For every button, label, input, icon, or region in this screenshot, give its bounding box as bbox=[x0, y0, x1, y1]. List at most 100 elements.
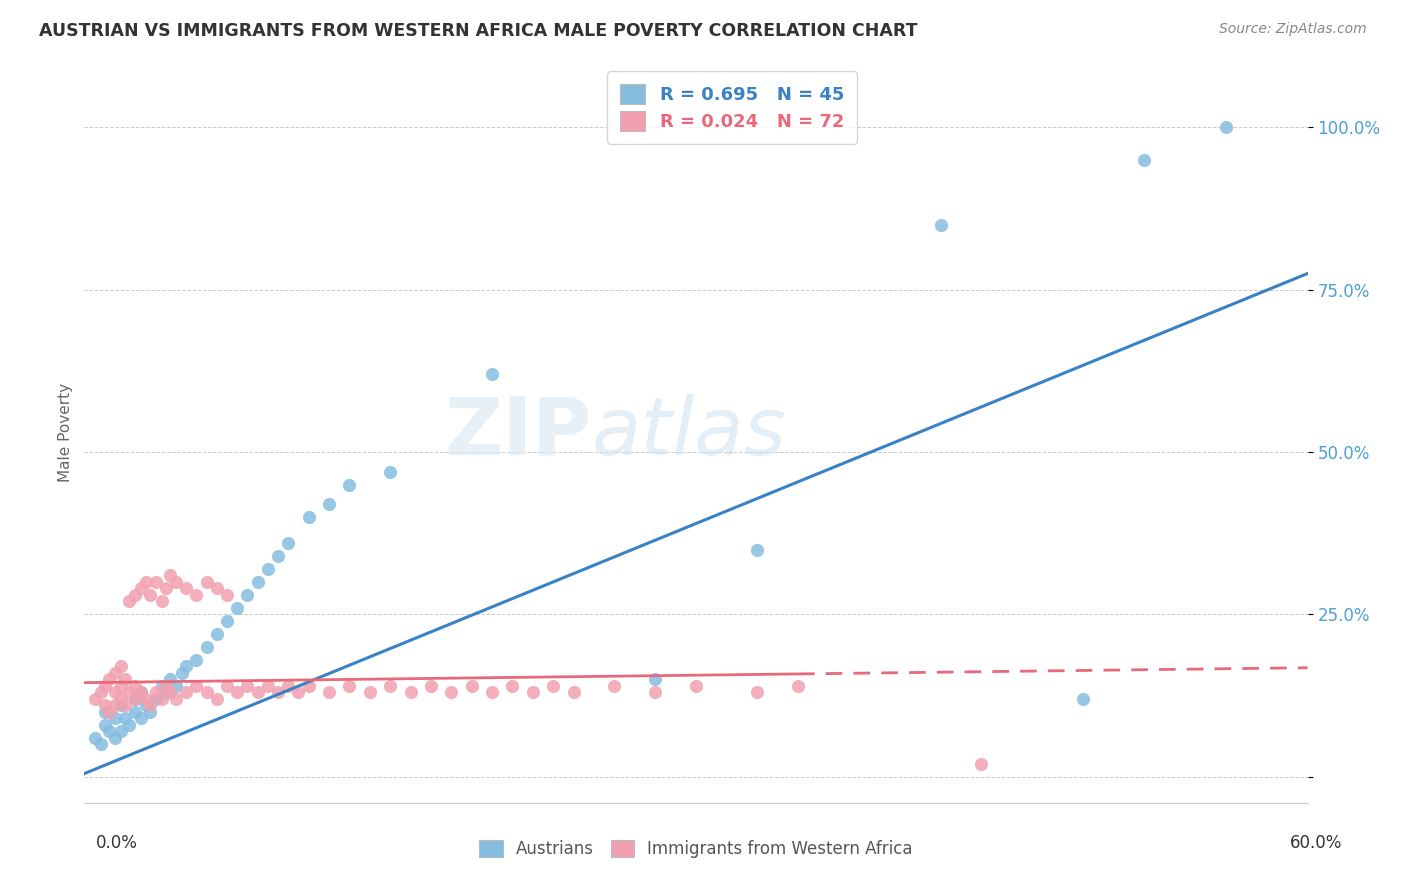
Point bbox=[93, 679, 115, 693]
Point bbox=[131, 685, 153, 699]
Point bbox=[104, 665, 127, 680]
Point bbox=[685, 679, 707, 693]
Legend: Austrians, Immigrants from Western Africa: Austrians, Immigrants from Western Afric… bbox=[472, 833, 920, 865]
Point bbox=[236, 679, 259, 693]
Point bbox=[217, 588, 239, 602]
Point bbox=[93, 705, 115, 719]
Point bbox=[236, 588, 259, 602]
Point bbox=[90, 737, 112, 751]
Point bbox=[114, 673, 136, 687]
Point bbox=[644, 685, 666, 699]
Point bbox=[155, 685, 177, 699]
Point bbox=[124, 705, 146, 719]
Point bbox=[929, 218, 952, 232]
Point bbox=[1215, 120, 1237, 135]
Point bbox=[138, 698, 160, 713]
Point bbox=[217, 679, 239, 693]
Point bbox=[104, 698, 127, 713]
Point bbox=[83, 731, 105, 745]
Point bbox=[562, 685, 585, 699]
Text: atlas: atlas bbox=[592, 393, 787, 472]
Point bbox=[118, 718, 141, 732]
Point bbox=[138, 705, 160, 719]
Point bbox=[118, 685, 141, 699]
Point bbox=[159, 568, 181, 582]
Point bbox=[131, 582, 153, 596]
Point bbox=[502, 679, 524, 693]
Point bbox=[747, 685, 769, 699]
Point bbox=[124, 692, 146, 706]
Point bbox=[287, 685, 309, 699]
Point bbox=[131, 711, 153, 725]
Point bbox=[104, 685, 127, 699]
Point bbox=[257, 562, 280, 576]
Point bbox=[246, 574, 269, 589]
Point bbox=[380, 679, 402, 693]
Point bbox=[165, 574, 187, 589]
Point bbox=[481, 685, 503, 699]
Point bbox=[124, 588, 146, 602]
Point bbox=[205, 582, 228, 596]
Point bbox=[246, 685, 269, 699]
Point bbox=[277, 536, 299, 550]
Point bbox=[150, 679, 173, 693]
Point bbox=[124, 692, 146, 706]
Point bbox=[174, 582, 197, 596]
Point bbox=[114, 711, 136, 725]
Point bbox=[298, 679, 321, 693]
Point bbox=[104, 711, 127, 725]
Point bbox=[970, 756, 993, 771]
Point bbox=[110, 698, 132, 713]
Point bbox=[150, 692, 173, 706]
Point bbox=[155, 679, 177, 693]
Point bbox=[603, 679, 626, 693]
Point bbox=[380, 465, 402, 479]
Point bbox=[217, 614, 239, 628]
Text: 60.0%: 60.0% bbox=[1291, 834, 1343, 852]
Point bbox=[399, 685, 422, 699]
Point bbox=[150, 594, 173, 608]
Point bbox=[787, 679, 810, 693]
Point bbox=[195, 640, 218, 654]
Point bbox=[267, 549, 290, 563]
Point bbox=[522, 685, 544, 699]
Point bbox=[318, 497, 340, 511]
Text: 0.0%: 0.0% bbox=[96, 834, 138, 852]
Point bbox=[186, 679, 208, 693]
Point bbox=[135, 692, 157, 706]
Point bbox=[195, 685, 218, 699]
Point bbox=[420, 679, 443, 693]
Point bbox=[159, 673, 181, 687]
Point bbox=[145, 685, 167, 699]
Point bbox=[1073, 692, 1095, 706]
Point bbox=[267, 685, 290, 699]
Point bbox=[205, 627, 228, 641]
Point bbox=[138, 588, 160, 602]
Point bbox=[97, 673, 120, 687]
Point bbox=[110, 659, 132, 673]
Point bbox=[1133, 153, 1156, 167]
Point bbox=[90, 685, 112, 699]
Point bbox=[165, 692, 187, 706]
Point bbox=[359, 685, 381, 699]
Point bbox=[145, 692, 167, 706]
Point bbox=[97, 724, 120, 739]
Point bbox=[110, 692, 132, 706]
Text: ZIP: ZIP bbox=[444, 393, 592, 472]
Point bbox=[174, 685, 197, 699]
Point bbox=[461, 679, 484, 693]
Text: AUSTRIAN VS IMMIGRANTS FROM WESTERN AFRICA MALE POVERTY CORRELATION CHART: AUSTRIAN VS IMMIGRANTS FROM WESTERN AFRI… bbox=[39, 22, 918, 40]
Point bbox=[186, 588, 208, 602]
Point bbox=[172, 665, 194, 680]
Point bbox=[110, 679, 132, 693]
Point bbox=[277, 679, 299, 693]
Point bbox=[145, 574, 167, 589]
Point bbox=[131, 685, 153, 699]
Point bbox=[155, 582, 177, 596]
Point bbox=[257, 679, 280, 693]
Point bbox=[114, 698, 136, 713]
Point bbox=[93, 698, 115, 713]
Point bbox=[83, 692, 105, 706]
Point bbox=[298, 510, 321, 524]
Point bbox=[135, 574, 157, 589]
